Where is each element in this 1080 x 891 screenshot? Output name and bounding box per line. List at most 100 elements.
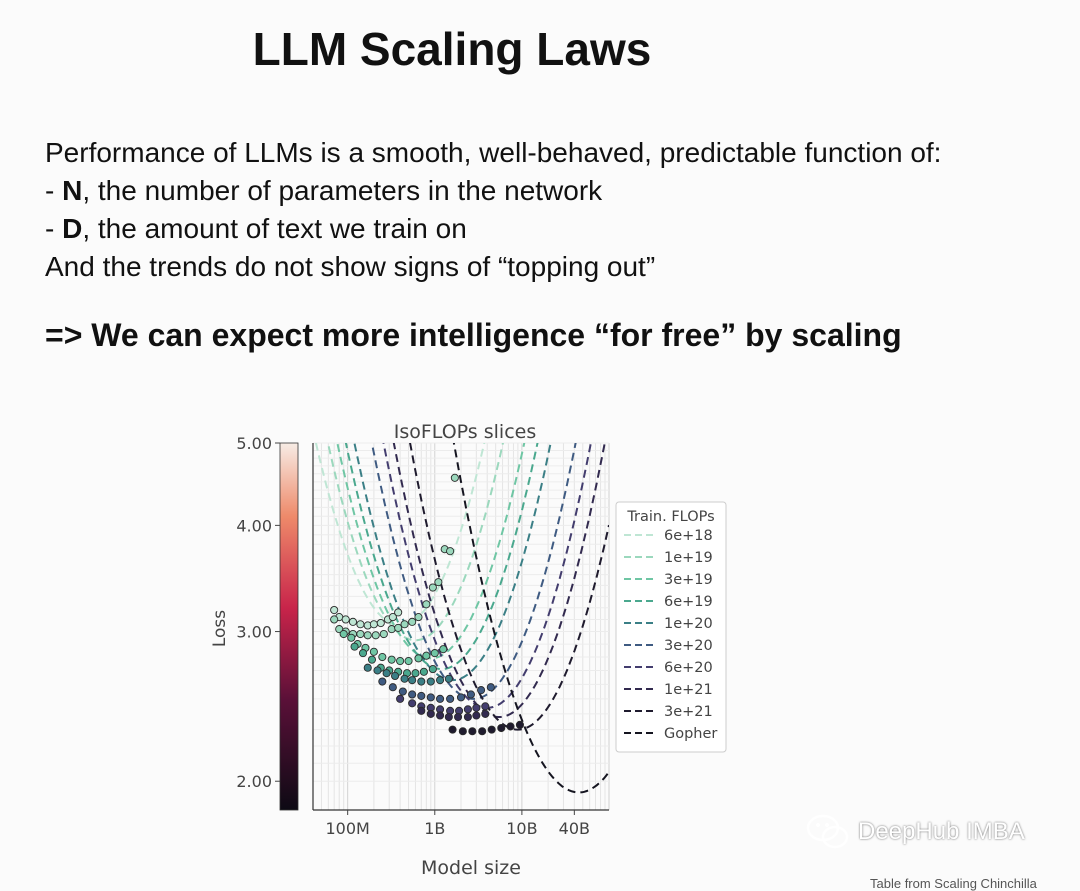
- data-point-1e+19: [363, 631, 372, 640]
- data-point-6e+19: [428, 665, 437, 674]
- data-point-3e+21: [458, 727, 467, 736]
- x-tick-label: 40B: [559, 819, 590, 838]
- watermark: DeepHub IMBA: [806, 812, 1025, 852]
- data-point-6e+18: [348, 617, 358, 626]
- data-point-6e+20: [408, 699, 417, 708]
- data-point-1e+20: [382, 669, 391, 678]
- data-point-6e+20: [472, 703, 481, 712]
- data-point-3e+21: [515, 720, 524, 729]
- data-point-3e+20: [378, 677, 387, 686]
- data-point-1e+19: [379, 629, 388, 639]
- data-point-6e+20: [396, 694, 405, 703]
- data-point-3e+19: [396, 656, 405, 666]
- legend-label-1e+19: 1e+19: [664, 550, 713, 566]
- data-point-3e+19: [347, 633, 356, 642]
- conclusion-text: => We can expect more intelligence “for …: [45, 317, 902, 353]
- legend-label-3e+21: 3e+21: [664, 704, 713, 720]
- data-point-1e+21: [481, 709, 490, 718]
- data-point-3e+19: [378, 652, 387, 662]
- chart-title: IsoFLOPs slices: [394, 421, 536, 443]
- fit-curve-6e+20: [382, 443, 592, 709]
- bullet-data: - D, the amount of text we train on: [45, 213, 467, 244]
- data-point-1e+21: [463, 712, 472, 722]
- data-point-6e+20: [463, 705, 472, 714]
- data-point-6e+19: [350, 642, 359, 651]
- data-point-3e+20: [417, 691, 426, 700]
- data-point-6e+19: [411, 669, 420, 678]
- data-point-6e+18: [376, 618, 385, 628]
- data-point-3e+20: [466, 690, 475, 699]
- data-point-1e+20: [363, 663, 372, 672]
- data-point-1e+19: [434, 578, 443, 587]
- legend-box: [615, 501, 727, 753]
- y-axis-label: Loss: [210, 610, 230, 647]
- data-point-3e+19: [439, 645, 448, 654]
- data-point-1e+19: [446, 547, 455, 556]
- data-point-3e+20: [456, 693, 466, 702]
- data-point-1e+19: [422, 600, 431, 609]
- data-point-1e+19: [387, 625, 396, 634]
- data-point-3e+19: [414, 654, 423, 663]
- data-point-3e+20: [436, 694, 445, 703]
- colorbar-tick-label: 3.00: [236, 623, 272, 642]
- data-point-3e+19: [404, 656, 413, 666]
- data-point-6e+19: [419, 667, 428, 676]
- footer-cut-text: Table from Scaling Chinchilla: [870, 876, 1037, 891]
- data-points: [330, 473, 524, 736]
- fit-curve-3e+19: [336, 443, 526, 660]
- colorbar-gradient: [279, 442, 299, 811]
- data-point-3e+19: [387, 655, 396, 664]
- data-point-3e+21: [497, 723, 506, 733]
- data-point-1e+20: [436, 676, 445, 685]
- data-point-3e+21: [478, 727, 487, 736]
- data-point-1e+20: [426, 677, 435, 686]
- data-point-1e+19: [414, 613, 423, 622]
- data-point-1e+19: [356, 629, 365, 639]
- data-point-1e+19: [400, 620, 409, 629]
- legend-label-6e+20: 6e+20: [664, 660, 713, 676]
- data-point-1e+21: [454, 712, 463, 722]
- fit-curve-1e+19: [326, 443, 504, 642]
- bullet-parameters: - N, the number of parameters in the net…: [45, 175, 603, 206]
- data-point-1e+19: [450, 473, 459, 482]
- fit-curve-1e+20: [353, 443, 552, 682]
- chart-legend: Train. FLOPs 6e+18 1e+19 3e+19 6e+19 1e+20 3e+…: [615, 501, 727, 753]
- fit-curve-6e+18: [314, 443, 486, 627]
- x-tick-label: 100M: [325, 819, 369, 838]
- chart-axes: 100M 1B 10B 40B Model size Loss IsoFLOPs slice…: [210, 421, 609, 879]
- colorbar: 2.00 3.00 4.00 5.00: [236, 434, 299, 811]
- data-point-6e+20: [481, 702, 490, 711]
- data-point-3e+19: [430, 649, 439, 658]
- legend-label-6e+19: 6e+19: [664, 594, 713, 610]
- data-point-3e+19: [422, 651, 431, 660]
- legend-label-1e+20: 1e+20: [664, 616, 713, 632]
- data-point-1e+20: [444, 674, 453, 683]
- data-point-1e+21: [436, 711, 445, 720]
- data-point-3e+21: [468, 727, 477, 736]
- data-point-1e+20: [417, 677, 426, 686]
- data-point-3e+20: [388, 683, 397, 692]
- slide-title: LLM Scaling Laws: [252, 23, 652, 75]
- data-point-1e+19: [394, 623, 403, 632]
- data-point-6e+18: [330, 605, 339, 615]
- data-point-3e+19: [339, 629, 348, 639]
- fit-curve-1e+21: [392, 443, 606, 718]
- data-point-1e+19: [330, 615, 339, 624]
- legend-label-3e+20: 3e+20: [664, 638, 713, 654]
- data-point-3e+20: [398, 687, 407, 696]
- colorbar-tick-label: 5.00: [236, 434, 272, 453]
- data-point-1e+19: [371, 631, 380, 640]
- data-point-1e+20: [373, 666, 382, 675]
- x-tick-label: 1B: [424, 819, 445, 838]
- data-point-6e+19: [358, 649, 368, 658]
- data-point-6e+18: [388, 613, 397, 622]
- data-point-3e+20: [408, 690, 417, 699]
- watermark-text: DeepHub IMBA: [858, 818, 1025, 845]
- data-point-6e+18: [356, 620, 365, 629]
- data-point-3e+20: [426, 693, 435, 702]
- data-point-3e+20: [486, 683, 495, 692]
- data-point-3e+21: [487, 725, 496, 734]
- trend-text: And the trends do not show signs of “top…: [45, 251, 656, 282]
- legend-title: Train. FLOPs: [626, 509, 714, 525]
- fit-curve-Gopher: [452, 443, 609, 794]
